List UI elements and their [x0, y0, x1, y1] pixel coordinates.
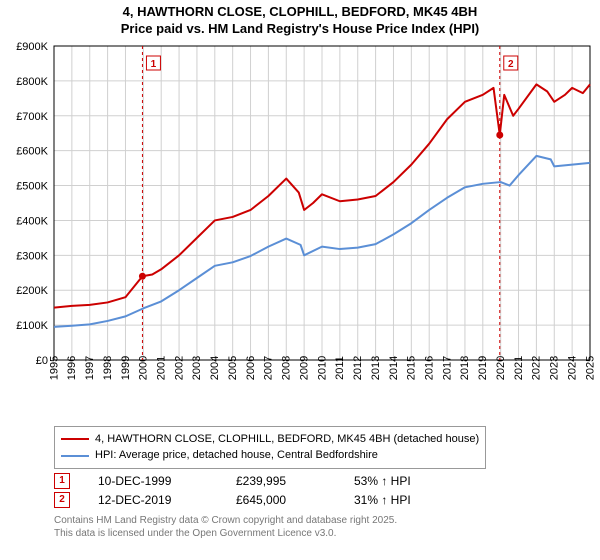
- svg-text:£300K: £300K: [16, 250, 48, 262]
- svg-text:2013: 2013: [370, 356, 382, 380]
- svg-text:1: 1: [151, 59, 157, 70]
- event-marker-2: 2: [54, 492, 70, 508]
- svg-text:2012: 2012: [352, 356, 364, 380]
- svg-text:2: 2: [508, 59, 514, 70]
- svg-text:2001: 2001: [155, 356, 167, 380]
- svg-text:1998: 1998: [102, 356, 114, 380]
- event-price-2: £645,000: [236, 493, 326, 507]
- svg-text:2020: 2020: [495, 356, 507, 380]
- svg-text:2007: 2007: [263, 356, 275, 380]
- event-date-1: 10-DEC-1999: [98, 474, 208, 488]
- svg-text:2019: 2019: [477, 356, 489, 380]
- event-delta-2: 31% ↑ HPI: [354, 493, 444, 507]
- svg-text:£700K: £700K: [16, 111, 48, 123]
- svg-text:2003: 2003: [191, 356, 203, 380]
- svg-text:1999: 1999: [120, 356, 132, 380]
- footnote: Contains HM Land Registry data © Crown c…: [54, 514, 590, 541]
- svg-text:2002: 2002: [173, 356, 185, 380]
- event-row-2: 2 12-DEC-2019 £645,000 31% ↑ HPI: [54, 492, 590, 508]
- legend-item-1: 4, HAWTHORN CLOSE, CLOPHILL, BEDFORD, MK…: [61, 431, 479, 448]
- svg-text:1997: 1997: [84, 356, 96, 380]
- svg-text:2018: 2018: [459, 356, 471, 380]
- title-line-1: 4, HAWTHORN CLOSE, CLOPHILL, BEDFORD, MK…: [0, 4, 600, 21]
- legend-item-2: HPI: Average price, detached house, Cent…: [61, 447, 479, 464]
- svg-text:2004: 2004: [209, 356, 221, 380]
- svg-text:£200K: £200K: [16, 285, 48, 297]
- legend-swatch-1: [61, 438, 89, 440]
- event-date-2: 12-DEC-2019: [98, 493, 208, 507]
- chart-title-block: 4, HAWTHORN CLOSE, CLOPHILL, BEDFORD, MK…: [0, 0, 600, 40]
- svg-text:2005: 2005: [227, 356, 239, 380]
- svg-text:1996: 1996: [66, 356, 78, 380]
- svg-text:2021: 2021: [513, 356, 525, 380]
- footnote-line-2: This data is licensed under the Open Gov…: [54, 527, 590, 541]
- legend: 4, HAWTHORN CLOSE, CLOPHILL, BEDFORD, MK…: [54, 426, 486, 469]
- event-row-1: 1 10-DEC-1999 £239,995 53% ↑ HPI: [54, 473, 590, 489]
- svg-text:£100K: £100K: [16, 320, 48, 332]
- legend-label-1: 4, HAWTHORN CLOSE, CLOPHILL, BEDFORD, MK…: [95, 431, 479, 448]
- svg-text:2010: 2010: [316, 356, 328, 380]
- chart-area: £0 £100K £200K £300K £400K £500K £600K £700K £80…: [0, 40, 600, 420]
- svg-text:£500K: £500K: [16, 180, 48, 192]
- svg-text:2006: 2006: [245, 356, 257, 380]
- svg-text:£800K: £800K: [16, 76, 48, 88]
- event-delta-1: 53% ↑ HPI: [354, 474, 444, 488]
- svg-text:£400K: £400K: [16, 215, 48, 227]
- svg-text:2014: 2014: [388, 356, 400, 380]
- svg-text:2008: 2008: [281, 356, 293, 380]
- legend-swatch-2: [61, 455, 89, 457]
- events-table: 1 10-DEC-1999 £239,995 53% ↑ HPI 2 12-DE…: [54, 473, 590, 508]
- svg-text:2009: 2009: [298, 356, 310, 380]
- svg-text:2022: 2022: [531, 356, 543, 380]
- event-price-1: £239,995: [236, 474, 326, 488]
- line-chart-svg: £0 £100K £200K £300K £400K £500K £600K £700K £80…: [0, 40, 600, 420]
- svg-text:£900K: £900K: [16, 41, 48, 53]
- svg-text:2016: 2016: [424, 356, 436, 380]
- svg-text:2015: 2015: [406, 356, 418, 380]
- title-line-2: Price paid vs. HM Land Registry's House …: [0, 21, 600, 38]
- legend-label-2: HPI: Average price, detached house, Cent…: [95, 447, 378, 464]
- svg-text:2017: 2017: [441, 356, 453, 380]
- svg-text:2023: 2023: [549, 356, 561, 380]
- svg-text:2000: 2000: [138, 356, 150, 380]
- svg-text:£600K: £600K: [16, 145, 48, 157]
- event-marker-1: 1: [54, 473, 70, 489]
- footnote-line-1: Contains HM Land Registry data © Crown c…: [54, 514, 590, 528]
- svg-text:£0: £0: [36, 355, 48, 367]
- svg-text:2024: 2024: [566, 356, 578, 380]
